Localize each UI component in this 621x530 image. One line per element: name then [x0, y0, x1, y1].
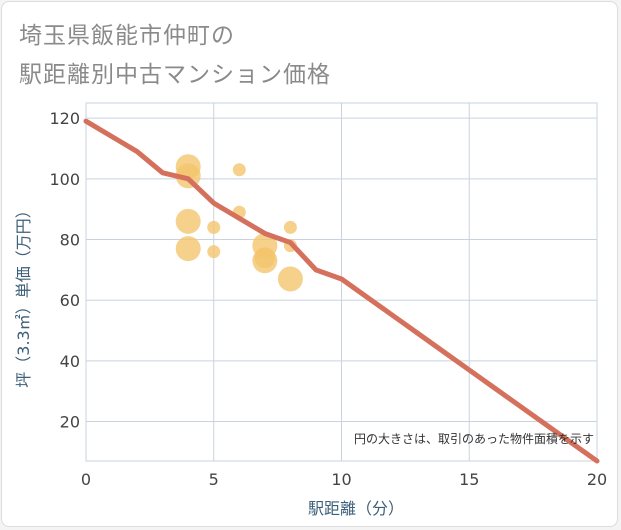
- y-tick-label: 40: [60, 352, 80, 371]
- data-point: [277, 266, 303, 292]
- grid: [85, 102, 598, 462]
- data-point: [283, 220, 297, 234]
- data-point: [207, 220, 221, 234]
- trend-layer: [83, 118, 600, 464]
- data-point: [175, 236, 201, 262]
- data-point: [232, 163, 246, 177]
- bubbles: [175, 154, 303, 292]
- chart-title-line1: 埼玉県飯能市仲町の: [19, 23, 235, 49]
- x-tick-label: 20: [587, 470, 607, 489]
- data-point: [175, 208, 201, 234]
- x-tick-label: 0: [81, 470, 91, 489]
- y-tick-label: 120: [49, 109, 80, 128]
- data-point: [207, 245, 221, 259]
- y-axis-label: 坪（3.3㎡）単価（万円）: [14, 202, 33, 387]
- y-tick-label: 100: [49, 170, 80, 189]
- chart-title-line2: 駅距離別中古マンション価格: [19, 62, 331, 88]
- x-tick-label: 15: [459, 470, 479, 489]
- x-tick-label: 10: [331, 470, 351, 489]
- trend-line: [83, 118, 600, 464]
- x-axis-label: 駅距離（分）: [308, 499, 404, 518]
- size-note: 円の大きさは、取引のあった物件面積を示す: [354, 431, 594, 446]
- y-tick-label: 80: [60, 231, 80, 250]
- data-point: [252, 248, 278, 274]
- ticks: 0 5 10 15 20 20 40 60 80 100 120: [49, 109, 607, 489]
- x-tick-label: 5: [209, 470, 219, 489]
- y-tick-label: 20: [60, 413, 80, 432]
- y-tick-label: 60: [60, 291, 80, 310]
